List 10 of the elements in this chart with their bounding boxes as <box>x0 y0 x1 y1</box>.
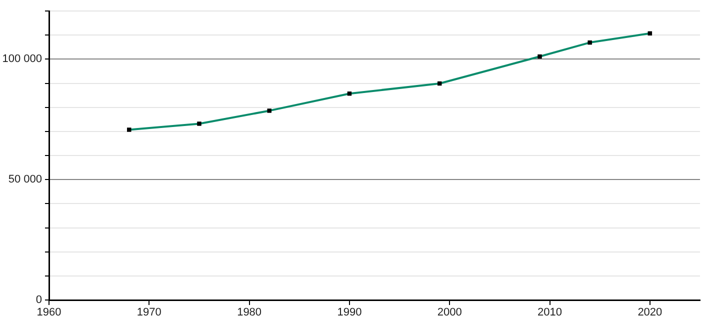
x-tick-label: 1960 <box>36 306 62 319</box>
y-tick-label: 50 000 <box>8 174 42 186</box>
x-tick-label: 2010 <box>538 306 562 319</box>
x-tick-label: 1990 <box>337 306 362 319</box>
x-tick-label: 1980 <box>237 306 262 319</box>
y-tick-label: 100 000 <box>2 53 42 66</box>
x-tick-label: 2020 <box>638 306 662 319</box>
y-tick-label: 0 <box>36 294 42 306</box>
x-tick-label: 1970 <box>136 306 162 319</box>
x-tick-label: 2000 <box>437 306 462 319</box>
